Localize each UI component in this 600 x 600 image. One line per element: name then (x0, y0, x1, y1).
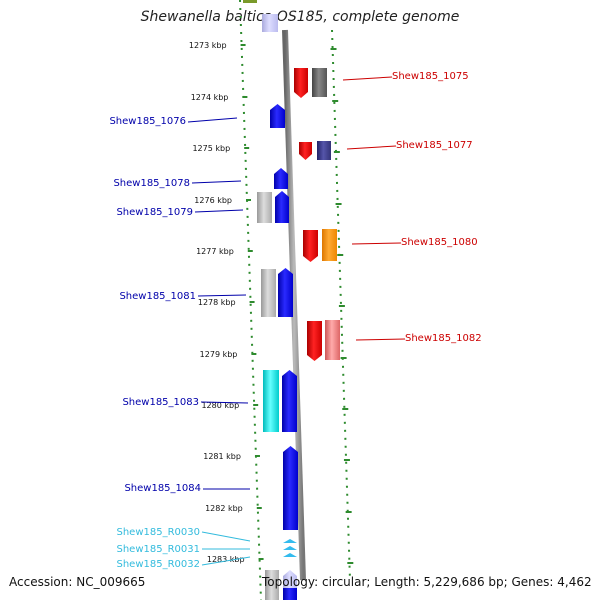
gene-arrow-1083[interactable] (282, 370, 297, 432)
rna-label-left[interactable]: Shew185_R0030 (116, 527, 200, 538)
gene-label-left[interactable]: Shew185_1083 (122, 397, 199, 408)
tick-label: 1282 kbp (205, 504, 243, 513)
leader-line (197, 294, 247, 297)
gene-label-left[interactable]: Shew185_1076 (109, 116, 186, 127)
tick-label: 1278 kbp (198, 298, 236, 307)
tick-label: 1281 kbp (203, 452, 241, 461)
gene-label-left[interactable]: Shew185_1078 (113, 178, 190, 189)
rna-label-left[interactable]: Shew185_R0032 (116, 559, 200, 570)
gene-arrow-1082[interactable] (307, 321, 322, 361)
gene-block-partial-top (262, 14, 278, 32)
gene-label-right[interactable]: Shew185_1080 (401, 237, 478, 248)
gene-block-1081[interactable] (261, 269, 276, 317)
gene-block-1082[interactable] (325, 320, 340, 360)
tick-label: 1276 kbp (194, 196, 232, 205)
gene-block-partial-bottom-blue[interactable] (283, 588, 297, 600)
gene-arrow-1076[interactable] (270, 104, 285, 128)
tick-label: 1280 kbp (201, 401, 239, 410)
leader-line (194, 209, 244, 213)
tick-label: 1277 kbp (196, 247, 234, 256)
leader-line (351, 242, 402, 245)
tick-label: 1274 kbp (191, 93, 229, 102)
gene-arrow-1075[interactable] (294, 68, 308, 98)
gene-label-right[interactable]: Shew185_1077 (396, 140, 473, 151)
leader-line (200, 401, 249, 404)
leader-line (355, 338, 406, 341)
gene-label-left[interactable]: Shew185_1079 (116, 207, 193, 218)
genome-title: Shewanella baltica OS185, complete genom… (140, 9, 460, 25)
gene-labels: Shew185_1075 Shew185_1077 Shew185_1080 Shew… (109, 71, 481, 570)
gene-arrow-1084[interactable] (283, 446, 298, 530)
leader-line (187, 117, 238, 123)
gene-arrow-1077[interactable] (299, 142, 312, 160)
gene-label-right[interactable]: Shew185_1082 (405, 333, 482, 344)
leader-line (346, 145, 397, 150)
rna-chevron-icon[interactable] (283, 553, 297, 557)
gene-block-1083[interactable] (263, 370, 279, 432)
gene-block-1080[interactable] (322, 229, 337, 261)
rna-label-left[interactable]: Shew185_R0031 (116, 544, 200, 555)
tick-marks: 1273 kbp 1274 kbp 1275 kbp 1276 kbp 1277 kbp… (189, 41, 354, 564)
leader-line (342, 76, 393, 81)
tick-label: 1275 kbp (192, 144, 230, 153)
gene-block-1077[interactable] (317, 141, 331, 160)
gene-block-1075[interactable] (312, 68, 327, 97)
gene-block-partial-top-green (243, 0, 257, 3)
rna-chevron-icon[interactable] (283, 539, 297, 543)
gene-block-1079[interactable] (257, 192, 272, 223)
leader-line (201, 556, 251, 566)
leader-line (191, 180, 242, 184)
topology-summary: Topology: circular; Length: 5,229,686 bp… (262, 575, 592, 589)
tick-label: 1279 kbp (200, 350, 238, 359)
gene-label-left[interactable]: Shew185_1081 (119, 291, 196, 302)
rna-chevron-icon[interactable] (283, 546, 297, 550)
gene-features (257, 68, 340, 600)
tick-label: 1283 kbp (207, 555, 245, 564)
accession-text: Accession: NC_009665 (9, 575, 146, 589)
gene-arrow-1081[interactable] (278, 268, 293, 317)
gene-arrow-1080[interactable] (303, 230, 318, 262)
gene-block-partial-bottom[interactable] (265, 570, 279, 600)
left-outer-track (239, 0, 262, 600)
genome-backbone (282, 29, 306, 581)
gene-arrow-1078[interactable] (274, 168, 288, 189)
tick-label: 1273 kbp (189, 41, 227, 50)
gene-label-right[interactable]: Shew185_1075 (392, 71, 469, 82)
leader-line (201, 531, 251, 542)
gene-label-left[interactable]: Shew185_1084 (124, 483, 201, 494)
gene-arrow-1079[interactable] (275, 191, 289, 223)
